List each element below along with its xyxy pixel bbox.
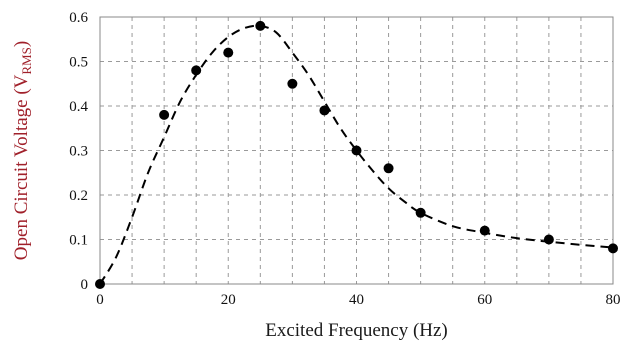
plot-frame — [99, 16, 614, 285]
x-axis-title: Excited Frequency (Hz) — [265, 320, 448, 341]
data-point — [351, 145, 362, 156]
x-tick-label: 60 — [477, 292, 492, 308]
data-point — [479, 225, 490, 236]
data-point — [223, 47, 234, 58]
y-axis-title-close: ) — [11, 41, 32, 47]
data-point — [159, 109, 170, 120]
x-tick-label: 0 — [96, 292, 104, 308]
y-tick-label: 0.6 — [69, 10, 88, 26]
x-tick-label: 80 — [606, 292, 621, 308]
fit-curve-line — [99, 24, 614, 285]
x-tick-label: 20 — [221, 292, 236, 308]
y-tick-label: 0.4 — [69, 99, 88, 115]
data-point — [383, 163, 394, 174]
y-tick-label: 0.5 — [69, 55, 88, 71]
data-point — [415, 207, 426, 218]
data-points — [95, 20, 618, 289]
data-point — [255, 20, 266, 31]
data-point — [608, 243, 618, 254]
x-tick-label: 40 — [349, 292, 364, 308]
y-axis-title: Open Circuit Voltage (VRMS) — [11, 41, 34, 260]
data-point — [287, 78, 298, 89]
y-tick-label: 0 — [81, 277, 89, 293]
tick-labels: 0 20 40 60 80 0 0.1 0.2 0.3 0.4 0.5 0.6 — [69, 10, 620, 308]
data-point — [191, 65, 202, 76]
y-tick-label: 0.3 — [69, 144, 88, 160]
y-axis-title-subscript: RMS — [19, 47, 34, 74]
data-point — [95, 279, 105, 289]
y-tick-label: 0.1 — [69, 233, 88, 249]
data-point — [543, 234, 554, 245]
data-point — [319, 105, 330, 116]
y-tick-label: 0.2 — [69, 188, 88, 204]
y-axis-title-main: Open Circuit Voltage (V — [11, 74, 32, 260]
